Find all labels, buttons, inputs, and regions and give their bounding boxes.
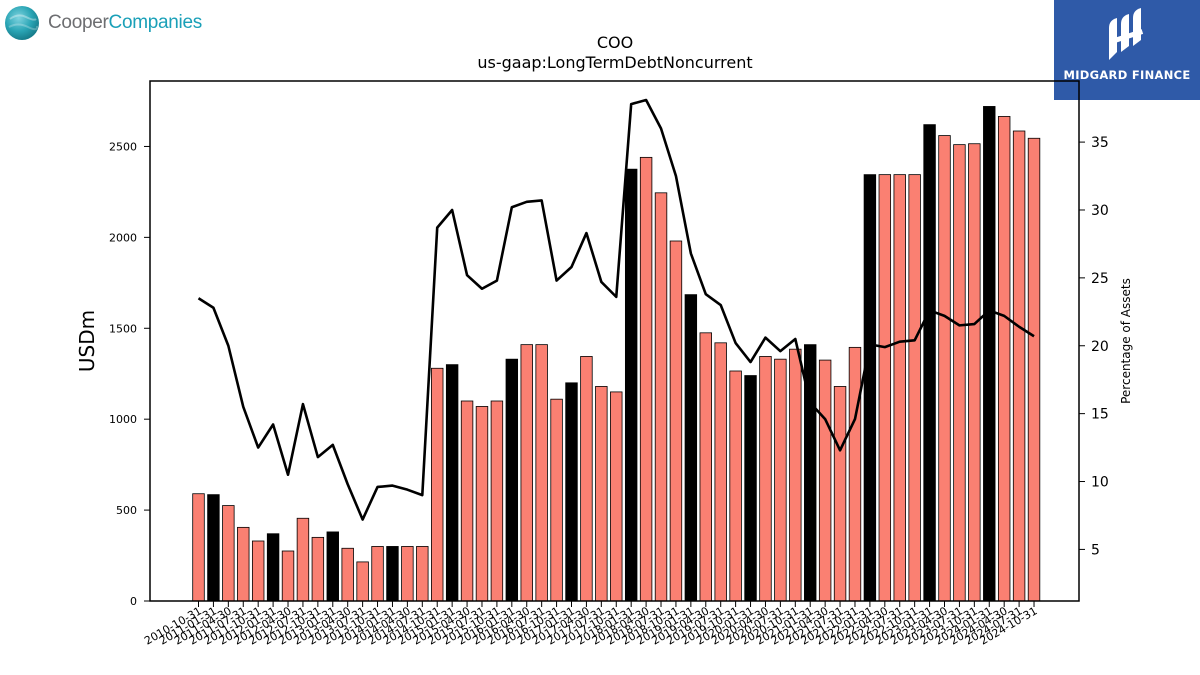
bar [848, 346, 862, 602]
bar [624, 168, 638, 602]
bar [610, 391, 623, 602]
y2-tick-label: 15 [1091, 407, 1109, 423]
y2-tick-label: 35 [1091, 135, 1109, 151]
bar [565, 382, 578, 602]
y-axis-ticks: 0 500 1000 1500 2000 2500 [109, 140, 150, 608]
bar [908, 174, 921, 602]
y2-tick-label: 25 [1091, 271, 1109, 287]
bar [968, 143, 981, 602]
plot-frame [149, 80, 1080, 602]
x-axis-ticks: 2010-10-312011-01-312011-04-302011-07-31… [142, 601, 1040, 648]
bar [341, 547, 354, 602]
bar [938, 135, 951, 602]
bar-series [192, 106, 1041, 602]
cooper-companies-logo: CooperCompanies [4, 4, 202, 42]
bar [266, 533, 280, 602]
bar [535, 344, 548, 602]
bar [595, 386, 608, 602]
bar [833, 386, 847, 602]
bar [281, 550, 295, 602]
y-tick-label: 2000 [109, 231, 137, 244]
bar [1027, 137, 1041, 602]
logo-word-cooper: Cooper [48, 12, 109, 33]
bar [863, 174, 877, 602]
bar [759, 356, 772, 602]
bar [192, 493, 205, 602]
cooper-globe-icon [5, 6, 39, 40]
y-axis-label: USDm [75, 310, 99, 372]
bar [490, 400, 504, 602]
bar [789, 348, 802, 602]
y2-axis-ticks: 5 10 15 20 25 30 35 [1079, 135, 1109, 558]
y-tick-label: 2500 [109, 140, 137, 153]
bar [714, 342, 727, 602]
bar [416, 546, 429, 602]
midgard-finance-wordmark: MIDGARD FINANCE [1063, 68, 1191, 82]
bar [774, 358, 787, 602]
y2-tick-label: 30 [1091, 203, 1109, 219]
bar [818, 359, 832, 602]
y2-axis-label: Percentage of Assets [1119, 278, 1133, 404]
y-tick-label: 1000 [109, 413, 137, 426]
bar [207, 494, 220, 602]
bar [431, 367, 444, 602]
bar [386, 546, 399, 602]
bar [983, 106, 996, 602]
bar [401, 546, 414, 602]
bar [744, 375, 757, 602]
pct-assets-line [197, 98, 1035, 521]
axes [149, 80, 1080, 602]
bar [997, 116, 1011, 602]
bar [550, 398, 563, 602]
bar [505, 358, 519, 602]
bar [326, 531, 339, 602]
midgard-finance-logo: MIDGARD FINANCE [1054, 0, 1200, 100]
bar [669, 240, 683, 602]
line-series [197, 98, 1035, 521]
bar [251, 540, 265, 602]
bar [580, 356, 593, 602]
bar [878, 174, 892, 602]
bar [699, 332, 712, 602]
bar [222, 505, 235, 602]
y2-tick-label: 5 [1091, 542, 1100, 558]
bar [684, 294, 698, 602]
y-tick-label: 0 [130, 595, 137, 608]
bar [520, 344, 533, 602]
bar [639, 156, 653, 602]
bar [296, 517, 310, 602]
bar [460, 400, 474, 602]
midgard-emblem-icon [1109, 8, 1144, 60]
bar [654, 192, 668, 602]
bar [923, 124, 936, 602]
y2-tick-label: 10 [1091, 475, 1109, 491]
bar [729, 370, 742, 602]
y-tick-label: 1500 [109, 322, 137, 335]
bar [953, 144, 966, 602]
bar [371, 546, 384, 602]
bar [311, 536, 325, 602]
y2-tick-label: 20 [1091, 339, 1109, 355]
chart-title: COO [597, 33, 633, 52]
bar [356, 561, 369, 602]
chart-subtitle: us-gaap:LongTermDebtNoncurrent [477, 53, 752, 72]
y-tick-label: 500 [116, 504, 137, 517]
bar [475, 406, 489, 602]
bar [237, 526, 250, 602]
bar [893, 174, 906, 602]
bar [1012, 130, 1026, 602]
logo-word-companies: Companies [108, 12, 203, 33]
bar [445, 364, 459, 602]
